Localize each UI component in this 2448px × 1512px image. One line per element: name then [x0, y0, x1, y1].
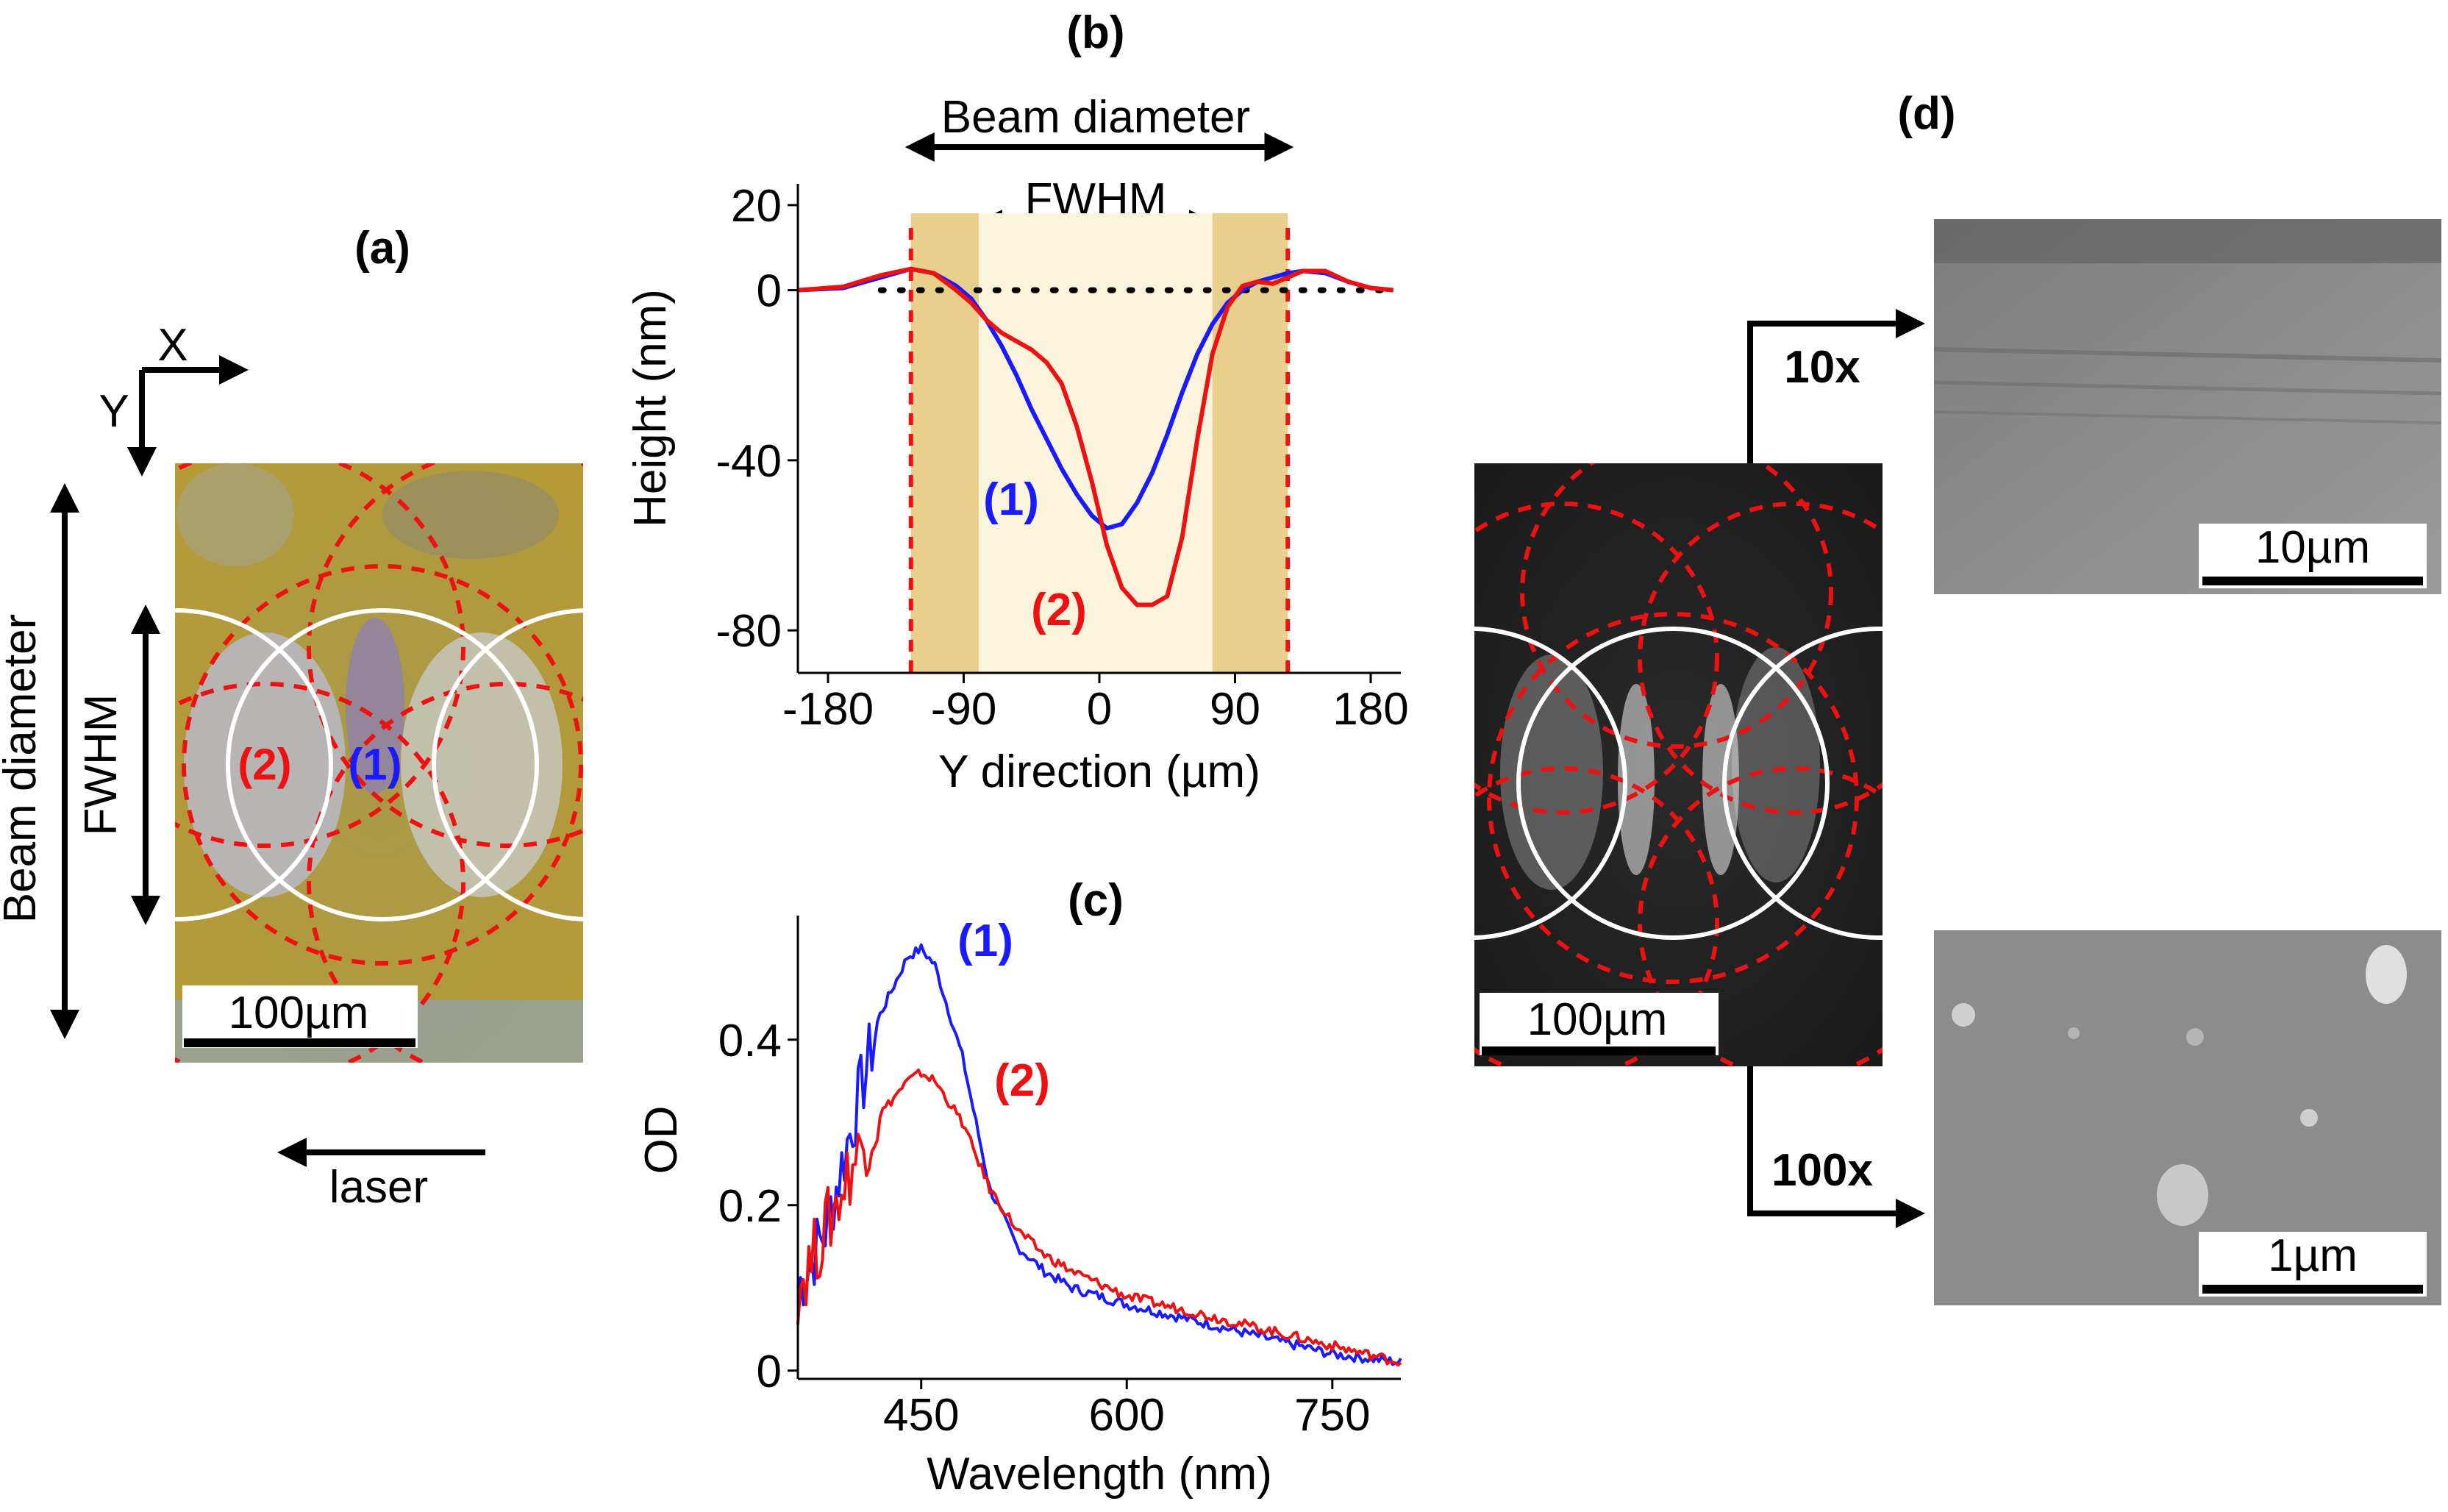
c-xtick-label: 750 — [1294, 1390, 1370, 1441]
beam-diameter-label: Beam diameter — [0, 614, 46, 923]
b-ytick-label: -40 — [716, 436, 782, 487]
b-series-2-label: (2) — [1031, 585, 1087, 635]
region-2-label: (2) — [238, 740, 291, 789]
panel-a-label: (a) — [354, 223, 410, 274]
sem-overview-image — [1474, 463, 1883, 1066]
c-ytick-label: 0.4 — [718, 1016, 782, 1066]
panel-b: (b) Beam diameter FWHM 200-40-80-180 -90 0… — [625, 7, 1409, 797]
b-series-1-label: (1) — [983, 474, 1039, 525]
c-xtick-label: 450 — [883, 1390, 959, 1441]
b-xtick-label: 0 — [1087, 684, 1112, 735]
b-xtick-label: -90 — [931, 684, 997, 735]
laser-label: laser — [329, 1162, 428, 1213]
c-ytick-label: 0.2 — [718, 1181, 782, 1232]
b-ylabel: Height (nm) — [625, 289, 676, 527]
b-ytick-label: 20 — [731, 181, 782, 232]
region-1-label: (1) — [348, 740, 402, 789]
b-xlabel: Y direction (µm) — [938, 746, 1260, 797]
c-xtick-label: 600 — [1089, 1390, 1165, 1441]
c-ylabel: OD — [636, 1106, 687, 1174]
fwhm-band — [979, 213, 1213, 673]
fwhm-label: FWHM — [76, 694, 126, 836]
c-series-2-line — [796, 1068, 1402, 1367]
mag-100x-label: 100x — [1771, 1145, 1873, 1196]
sem-100x-scale-label: 1µm — [2268, 1230, 2358, 1281]
sem-10x-image: 10µm — [1933, 219, 2442, 594]
c-ytick-label: 0 — [757, 1347, 782, 1397]
c-series-1-label: (1) — [957, 916, 1013, 966]
d-scale-label: 100µm — [1527, 994, 1668, 1045]
panel-b-title: (b) — [1066, 7, 1124, 58]
scale-bar — [184, 1038, 415, 1047]
b-xtick-label: 180 — [1332, 684, 1408, 735]
b-ytick-label: -80 — [716, 606, 782, 657]
sem-10x-scale-label: 10µm — [2255, 522, 2370, 573]
panel-d-label: (d) — [1897, 88, 1955, 139]
panel-d: (d) 100µm 10x 100x — [1474, 88, 2442, 1305]
panel-c-title: (c) — [1068, 875, 1124, 926]
connector-100x — [1747, 1066, 1925, 1228]
c-series-1-line — [796, 943, 1402, 1366]
b-series-1-line — [797, 266, 1394, 531]
panel-a: (a) X Y Beam diameter FWHM — [0, 223, 583, 1213]
scale-bar-box — [182, 985, 418, 1048]
beam-diameter-header: Beam diameter — [941, 92, 1250, 143]
d-scale-box — [1480, 993, 1719, 1055]
b-xtick-label: 90 — [1210, 684, 1260, 735]
connector-10x — [1747, 309, 1925, 463]
scale-label: 100µm — [229, 988, 369, 1038]
y-axis-label: Y — [99, 386, 129, 437]
c-series-2-label: (2) — [994, 1055, 1050, 1106]
b-ytick-label: 0 — [757, 266, 782, 317]
sem-100x-image: 1µm — [1934, 930, 2441, 1305]
mag-10x-label: 10x — [1784, 342, 1860, 393]
b-xtick-label: -180 — [782, 684, 874, 735]
c-xlabel: Wavelength (nm) — [927, 1449, 1272, 1499]
b-series-2-line — [797, 266, 1394, 607]
x-axis-label: X — [157, 320, 188, 371]
d-scale-bar — [1482, 1046, 1716, 1055]
